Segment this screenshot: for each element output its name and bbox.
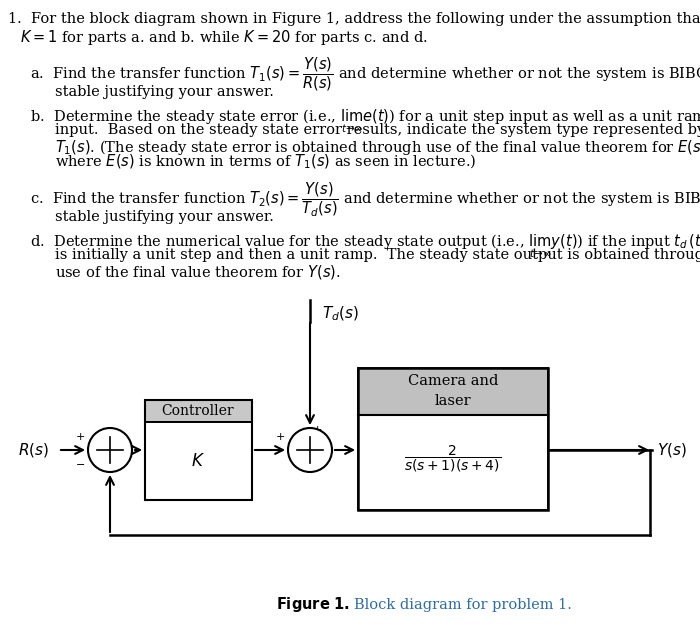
Text: $-$: $-$: [75, 458, 85, 468]
Text: use of the final value theorem for $Y(s)$.: use of the final value theorem for $Y(s)…: [55, 263, 341, 281]
Text: Camera and
laser: Camera and laser: [408, 374, 498, 408]
Bar: [358, 415, 548, 510]
Text: $Y(s)$: $Y(s)$: [657, 441, 687, 459]
Text: $T_1(s)$. (The steady state error is obtained through use of the final value the: $T_1(s)$. (The steady state error is obt…: [55, 138, 700, 157]
Text: $T_d(s)$: $T_d(s)$: [322, 305, 359, 323]
Text: 1.  For the block diagram shown in Figure 1, address the following under the ass: 1. For the block diagram shown in Figure…: [8, 12, 700, 26]
Bar: [145, 400, 252, 422]
Text: $K = 1$ for parts a. and b. while $K = 20$ for parts c. and d.: $K = 1$ for parts a. and b. while $K = 2…: [20, 28, 428, 47]
Text: Block diagram for problem 1.: Block diagram for problem 1.: [354, 598, 572, 612]
Bar: [145, 400, 252, 500]
Text: stable justifying your answer.: stable justifying your answer.: [55, 210, 274, 224]
Text: input.  Based on the steady state error results, indicate the system type repres: input. Based on the steady state error r…: [55, 123, 700, 137]
Text: +: +: [313, 425, 323, 435]
Text: d.  Determine the numerical value for the steady state output (i.e., $\lim_{t\to: d. Determine the numerical value for the…: [30, 233, 700, 260]
Text: b.  Determine the steady state error (i.e., $\lim_{t\to\infty} e(t)$) for a unit: b. Determine the steady state error (i.e…: [30, 108, 700, 135]
Text: +: +: [76, 432, 85, 442]
Text: Controller: Controller: [162, 404, 235, 418]
Bar: [358, 368, 548, 510]
Text: +: +: [276, 432, 285, 442]
Text: a.  Find the transfer function $T_1(s) = \dfrac{Y(s)}{R(s)}$ and determine wheth: a. Find the transfer function $T_1(s) = …: [30, 55, 700, 92]
Text: stable justifying your answer.: stable justifying your answer.: [55, 85, 274, 99]
Circle shape: [288, 428, 332, 472]
Text: c.  Find the transfer function $T_2(s) = \dfrac{Y(s)}{T_d(s)}$ and determine whe: c. Find the transfer function $T_2(s) = …: [30, 180, 700, 218]
Text: $\mathbf{Figure\ 1.}$: $\mathbf{Figure\ 1.}$: [276, 596, 350, 615]
Circle shape: [88, 428, 132, 472]
Text: where $E(s)$ is known in terms of $T_1(s)$ as seen in lecture.): where $E(s)$ is known in terms of $T_1(s…: [55, 153, 476, 171]
Text: $R(s)$: $R(s)$: [18, 441, 49, 459]
Bar: [358, 368, 548, 415]
Text: $K$: $K$: [191, 452, 205, 469]
Text: is initially a unit step and then a unit ramp.  The steady state output is obtai: is initially a unit step and then a unit…: [55, 248, 700, 262]
Text: $\dfrac{2}{s(s+1)(s+4)}$: $\dfrac{2}{s(s+1)(s+4)}$: [405, 444, 501, 474]
Bar: [145, 422, 252, 500]
